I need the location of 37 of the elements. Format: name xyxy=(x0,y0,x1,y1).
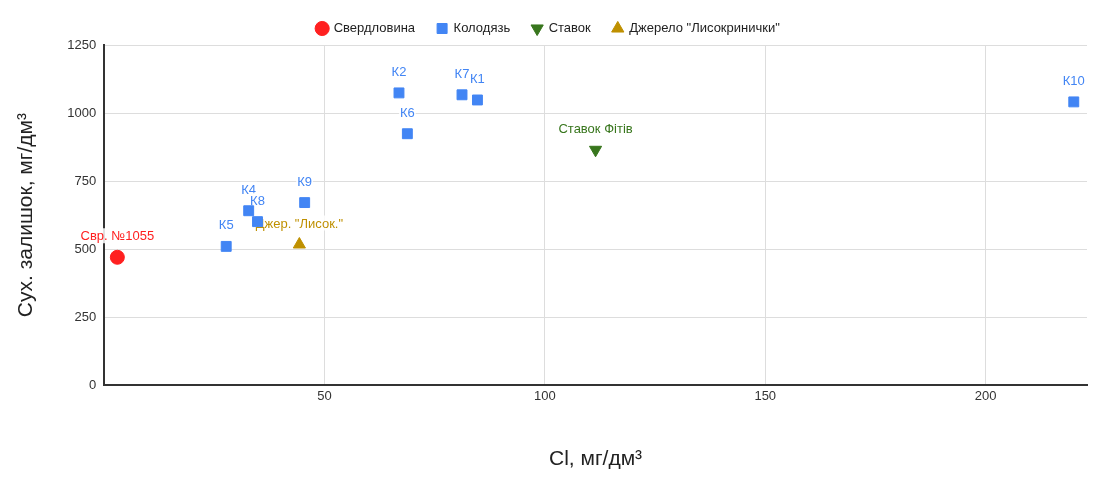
x-tick-label: 50 xyxy=(317,387,332,403)
point xyxy=(243,205,255,217)
annotation: К2 xyxy=(391,63,407,79)
point xyxy=(589,145,603,158)
y-tick-label: 0 xyxy=(88,376,97,392)
point xyxy=(471,94,483,106)
annotation: К9 xyxy=(297,173,313,189)
annotation: К5 xyxy=(218,217,234,233)
annotation: К7 xyxy=(454,65,470,81)
point xyxy=(299,197,311,209)
point xyxy=(456,89,468,101)
annotation: К1 xyxy=(470,71,485,87)
x-tick-label: 150 xyxy=(754,387,777,403)
annotation: К8 xyxy=(250,192,265,208)
x-tick-label: 200 xyxy=(974,387,997,403)
point xyxy=(393,87,405,99)
annotation: Свр. №1055 xyxy=(80,228,155,244)
legend-label: Джерело "Лисокринички" xyxy=(629,20,781,36)
annotation: К10 xyxy=(1062,72,1085,88)
y-axis-title: Сух. залишок, мг/дм³ xyxy=(13,113,37,318)
annotation: К6 xyxy=(399,104,415,120)
x-axis-title: Cl, мг/дм³ xyxy=(549,446,643,470)
point xyxy=(401,128,413,140)
annotation: Ставок Фітів xyxy=(558,120,633,136)
point xyxy=(292,236,306,249)
x-tick-label: 100 xyxy=(534,387,556,403)
legend-label: Колодязь xyxy=(453,20,511,36)
y-tick-label: 250 xyxy=(74,308,97,324)
y-tick-label: 750 xyxy=(74,172,97,188)
legend-label: Свердловина xyxy=(333,20,416,36)
point xyxy=(109,249,125,265)
legend-label: Ставок xyxy=(548,20,592,36)
y-tick-label: 1250 xyxy=(67,36,97,52)
y-tick-label: 1000 xyxy=(67,104,97,120)
point xyxy=(1068,96,1080,108)
point xyxy=(220,240,232,252)
annotation: К4 xyxy=(241,181,257,197)
